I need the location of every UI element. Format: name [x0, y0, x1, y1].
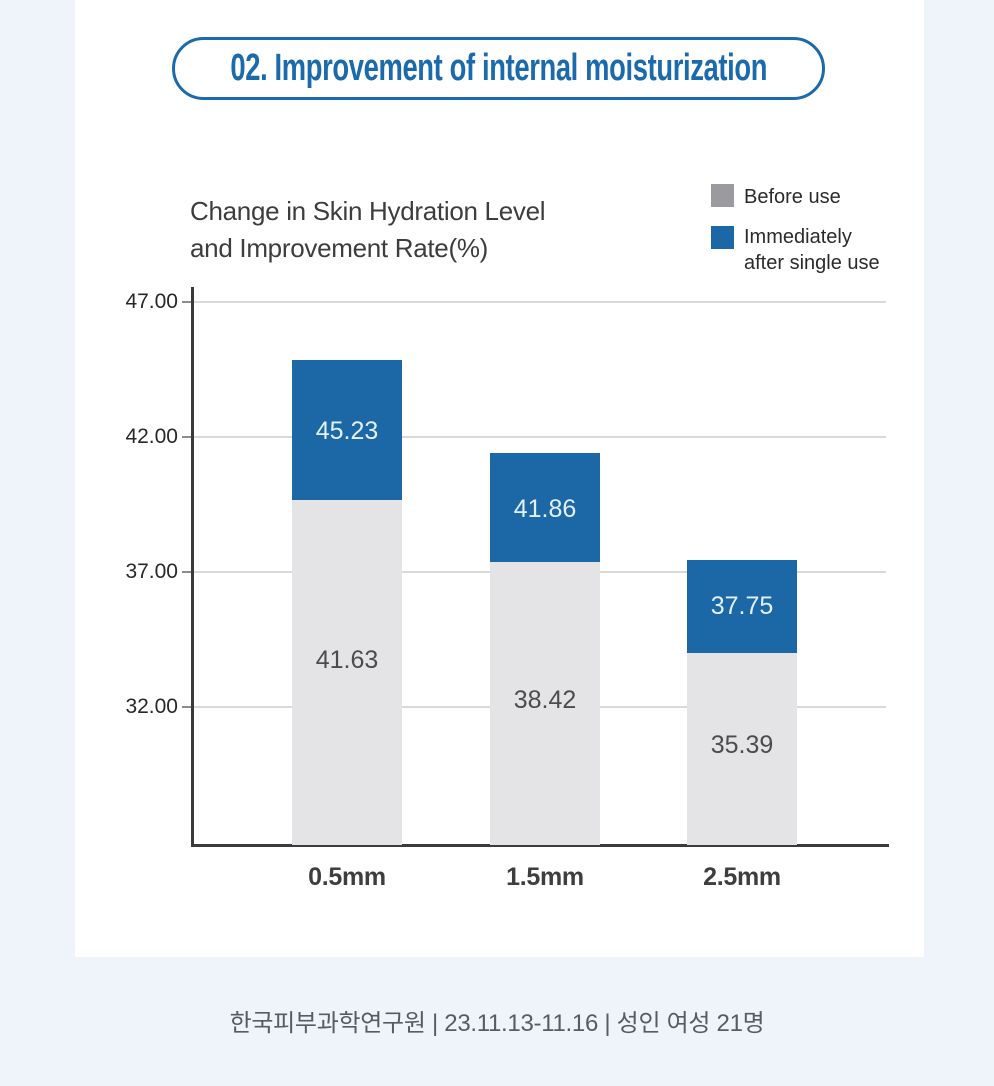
bar-after-segment-2.5mm: [687, 560, 797, 653]
y-tick-label-42: 42.00: [125, 425, 178, 448]
y-axis-tick-32: [182, 706, 191, 708]
legend-label-after-line-2: after single use: [744, 252, 880, 274]
bar-before-segment-0.5mm: [292, 500, 402, 845]
bar-value-before-2.5mm: 35.39: [710, 731, 774, 759]
legend-label-after-line-1: Immediately: [744, 226, 852, 248]
source-caption: 한국피부과학연구원 | 23.11.13-11.16 | 성인 여성 21명: [229, 1010, 765, 1037]
chart-title-line-1: Change in Skin Hydration Level: [190, 196, 546, 226]
y-tick-label-47: 47.00: [125, 290, 178, 313]
gridline-42: [193, 436, 886, 438]
bar-value-before-1.5mm: 38.42: [513, 686, 577, 714]
x-category-label-1.5mm: 1.5mm: [506, 863, 584, 891]
bar-value-before-0.5mm: 41.63: [315, 646, 379, 674]
bar-value-after-1.5mm: 41.86: [513, 495, 577, 523]
bar-after-segment-0.5mm: [292, 360, 402, 500]
y-axis-tick-42: [182, 436, 191, 438]
legend-swatch-before: [711, 184, 734, 207]
bar-before-segment-1.5mm: [490, 562, 600, 845]
y-axis-tick-37: [182, 571, 191, 573]
chart-title: Change in Skin Hydration Level and Impro…: [190, 193, 546, 267]
gridline-47: [193, 301, 886, 303]
bar-value-after-0.5mm: 45.23: [315, 417, 379, 445]
legend-label-after: Immediately after single use: [744, 224, 880, 276]
bar-before-segment-2.5mm: [687, 653, 797, 845]
section-title: 02. Improvement of internal moisturizati…: [230, 47, 767, 89]
section-title-badge: 02. Improvement of internal moisturizati…: [172, 37, 825, 100]
y-axis-tick-47: [182, 301, 191, 303]
chart-title-line-2: and Improvement Rate(%): [190, 233, 489, 263]
bar-value-after-2.5mm: 37.75: [710, 592, 774, 620]
x-axis-line: [191, 844, 889, 847]
x-category-label-2.5mm: 2.5mm: [703, 863, 781, 891]
y-tick-label-37: 37.00: [125, 560, 178, 583]
x-category-label-0.5mm: 0.5mm: [308, 863, 386, 891]
legend-swatch-after: [711, 226, 734, 249]
bar-after-segment-1.5mm: [490, 453, 600, 562]
legend-label-before: Before use: [744, 186, 841, 208]
y-tick-label-32: 32.00: [125, 695, 178, 718]
y-axis-line: [191, 287, 194, 847]
